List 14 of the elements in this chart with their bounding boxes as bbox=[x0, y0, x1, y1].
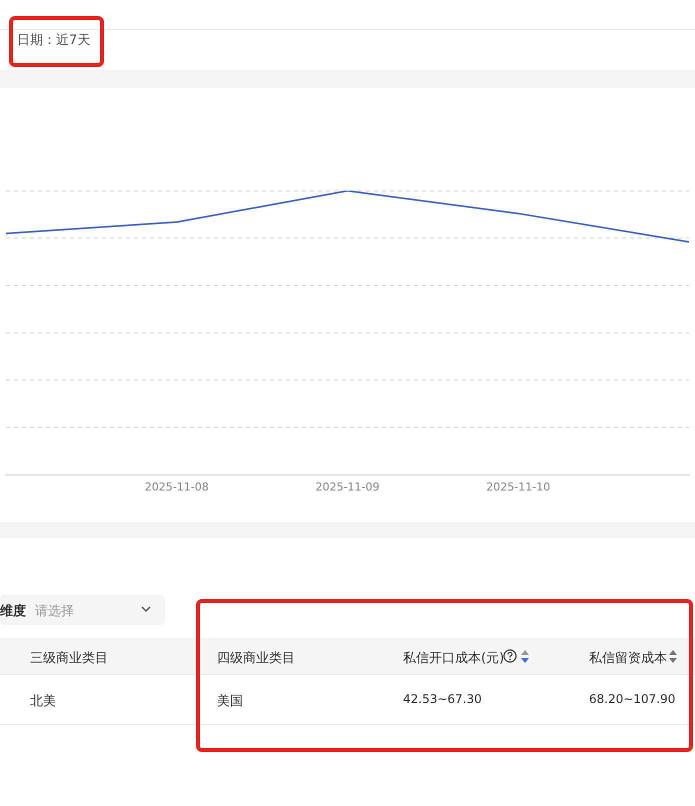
text: 请选择 bbox=[35, 603, 74, 620]
text: 维度 bbox=[0, 602, 26, 620]
x-tick-label: 2025-11-08 bbox=[144, 480, 209, 494]
text: 私信留资成本 bbox=[589, 650, 667, 667]
text: 42.53~67.30 bbox=[403, 692, 482, 706]
text: 私信开口成本(元) bbox=[403, 650, 504, 667]
text: 三级商业类目 bbox=[30, 650, 108, 667]
x-tick-label: 2025-11-09 bbox=[316, 480, 380, 494]
x-tick-label: 2025-11-10 bbox=[486, 480, 550, 494]
text: 四级商业类目 bbox=[217, 650, 295, 667]
text: 68.20~107.90 bbox=[589, 692, 676, 706]
text: 北美 bbox=[30, 693, 56, 710]
text: 美国 bbox=[217, 693, 243, 710]
text: 日期：近7天 bbox=[17, 32, 90, 49]
